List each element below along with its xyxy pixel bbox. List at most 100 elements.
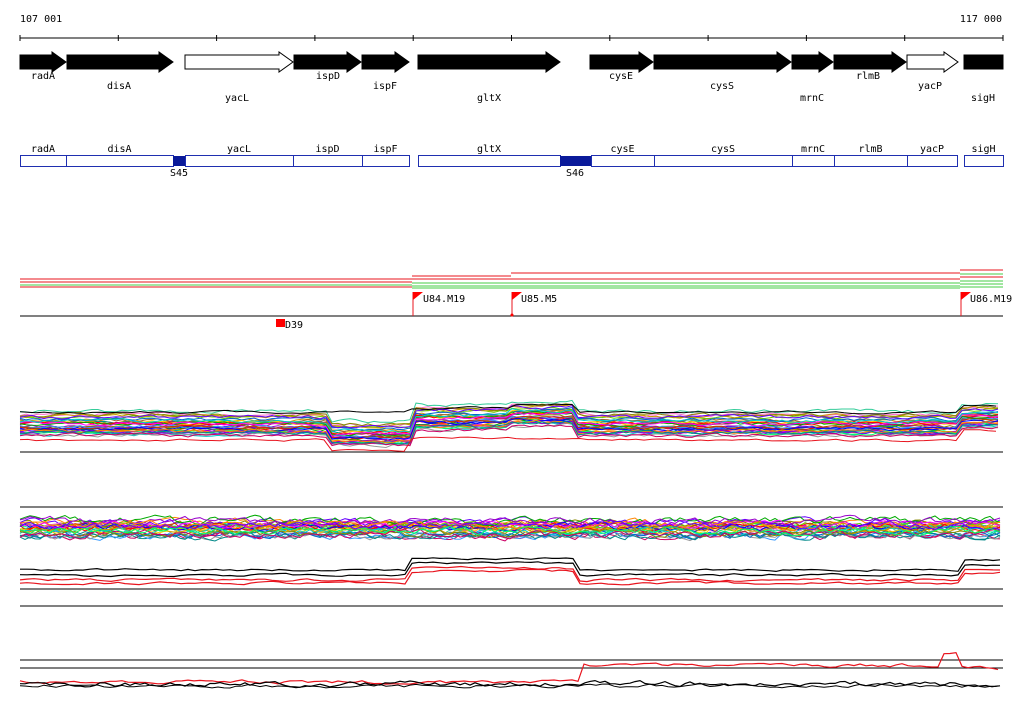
gene-arrow-mrnc[interactable] <box>791 51 834 73</box>
ruler-ticks <box>19 35 1004 41</box>
ratio-profile-red-line <box>19 651 999 685</box>
gene-label-sigh: sigH <box>971 93 995 104</box>
downstream-marker-block[interactable] <box>276 319 285 327</box>
segment-s46-label: S46 <box>566 168 584 179</box>
expression-profile-line <box>19 411 999 437</box>
flag-u85-label: U85.M5 <box>521 294 557 305</box>
gene-box-gltx[interactable] <box>418 155 561 167</box>
gene-box-labels: radA disA yacL ispD ispF gltX cysE cysS mrnC rlmB… <box>31 144 996 155</box>
expression-profile-red-line <box>19 429 997 452</box>
wiggle-profile-line <box>19 530 1001 542</box>
expression-profiles-panel <box>19 399 1003 453</box>
expression-profile-line <box>19 424 999 447</box>
gene-label-ispf: ispF <box>373 81 397 92</box>
gene-arrow-yacl[interactable] <box>184 51 294 73</box>
wiggle-profile-line <box>19 514 1001 527</box>
gene-arrow-ispf[interactable] <box>361 51 410 73</box>
ruler-end-label: 117 000 <box>960 14 1002 25</box>
gene-label-yacl: yacL <box>225 93 249 104</box>
gene-label-rada: radA <box>31 71 55 82</box>
gene-arrow-yacp[interactable] <box>906 51 959 73</box>
expression-profile-line <box>19 420 999 445</box>
flag-icon[interactable] <box>961 292 971 300</box>
gene-box-label-mrnc: mrnC <box>801 144 825 155</box>
gene-label-cyse: cysE <box>609 71 633 82</box>
step-profile-red-line <box>19 568 1001 586</box>
gene-arrow-ispd[interactable] <box>293 51 362 73</box>
flag-u85-dot <box>510 313 514 317</box>
gene-label-yacp: yacP <box>918 81 942 92</box>
coverage-lines-track <box>20 269 1003 289</box>
gene-label-disa: disA <box>107 81 131 92</box>
flag-track: U84.M19 U85.M5 U86.M19 D39 <box>20 292 1012 331</box>
segment-s45-label: S45 <box>170 168 188 179</box>
wiggle-profile-line <box>19 519 1001 530</box>
expression-profile-black-line <box>19 403 997 415</box>
expression-profile-line <box>19 411 999 437</box>
gene-box-yacp[interactable] <box>907 155 958 167</box>
gene-label-rlmb: rlmB <box>856 71 880 82</box>
gene-arrow-sigh[interactable] <box>963 54 1004 70</box>
gene-box-rlmb[interactable] <box>834 155 908 167</box>
gene-box-label-ispd: ispD <box>315 144 339 155</box>
gene-box-label-ispf: ispF <box>373 144 397 155</box>
gene-box-label-cyse: cysE <box>610 144 634 155</box>
expression-profile-line <box>19 399 999 424</box>
gene-box-track <box>20 155 1004 167</box>
gene-box-label-cyss: cysS <box>711 144 735 155</box>
gene-box-mrnc[interactable] <box>792 155 835 167</box>
expression-profile-line <box>19 409 999 435</box>
gene-arrow-cyss[interactable] <box>653 51 792 73</box>
flag-u84-label: U84.M19 <box>423 294 465 305</box>
gene-box-cyss[interactable] <box>654 155 793 167</box>
wiggle-profile-line <box>19 527 1001 539</box>
gene-box-rada[interactable] <box>20 155 67 167</box>
expression-profile-line <box>19 408 999 433</box>
gene-box-ispf[interactable] <box>362 155 410 167</box>
gene-arrow-rlmb[interactable] <box>833 51 907 73</box>
segment-s46-block[interactable] <box>560 156 591 166</box>
ruler-start-label: 107 001 <box>20 14 62 25</box>
expression-ratio-panel <box>19 651 1003 689</box>
gene-box-disa[interactable] <box>66 155 174 167</box>
gene-labels: radA disA yacL ispD ispF gltX cysE cysS mrnC rlmB… <box>31 71 995 104</box>
gene-box-cyse[interactable] <box>591 155 655 167</box>
step-profile-black-line <box>19 561 1001 578</box>
step-profile-black-line <box>20 557 1001 573</box>
expression-profile-line <box>19 403 999 427</box>
flag-icon[interactable] <box>413 292 423 300</box>
gene-box-label-sigh: sigH <box>971 144 995 155</box>
gene-label-ispd: ispD <box>316 71 340 82</box>
gene-box-label-rlmb: rlmB <box>858 144 882 155</box>
wiggle-profile-line <box>19 514 1001 527</box>
coordinate-ruler: 107 001 117 000 <box>19 14 1004 41</box>
expression-profile-line <box>19 420 999 445</box>
flag-icon[interactable] <box>512 292 522 300</box>
gene-box-label-gltx: gltX <box>477 144 501 155</box>
gene-track <box>19 51 1004 73</box>
segment-s45-block[interactable] <box>173 156 185 166</box>
wiggle-profile-line <box>19 525 1001 537</box>
wiggle-profile-line <box>19 530 1001 542</box>
gene-box-label-disa: disA <box>107 144 131 155</box>
gene-box-label-rada: radA <box>31 144 55 155</box>
gene-arrow-disa[interactable] <box>66 51 174 73</box>
segment-track: S45 S46 <box>170 156 591 179</box>
gene-box-label-yacl: yacL <box>227 144 251 155</box>
wiggle-profile-line <box>19 528 1001 540</box>
gene-box-ispd[interactable] <box>293 155 363 167</box>
gene-box-yacl[interactable] <box>185 155 294 167</box>
gene-arrow-cyse[interactable] <box>589 51 654 73</box>
wiggle-profile-line <box>19 520 1001 532</box>
flag-u86-label: U86.M19 <box>970 294 1012 305</box>
gene-box-label-yacp: yacP <box>920 144 944 155</box>
gene-box-sigh[interactable] <box>964 155 1004 167</box>
gene-arrow-gltx[interactable] <box>417 51 561 73</box>
gene-arrow-rada[interactable] <box>19 51 67 73</box>
expression-wiggle-panel <box>19 506 1003 607</box>
gene-label-mrnc: mrnC <box>800 93 824 104</box>
downstream-marker-label: D39 <box>285 320 303 331</box>
step-profile-red-line <box>19 565 1001 583</box>
